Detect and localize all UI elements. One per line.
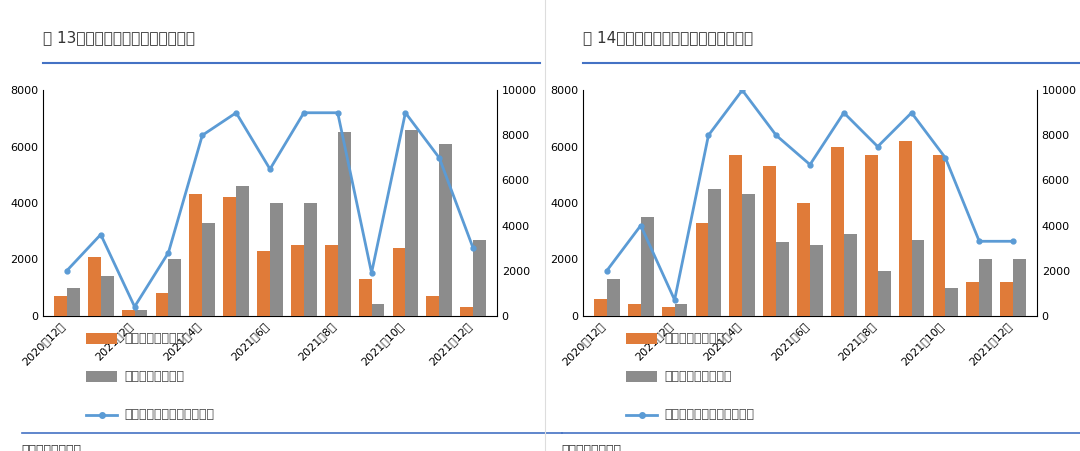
Bar (87, 257, 100, 316)
Bar (156, 293, 168, 316)
Bar (257, 251, 270, 316)
Bar (338, 133, 351, 316)
Bar (237, 186, 249, 316)
Bar (594, 299, 607, 316)
Bar (303, 203, 316, 316)
Bar (54, 296, 67, 316)
Bar (135, 310, 148, 316)
Text: 一般债券（亿元）: 一般债券（亿元） (124, 332, 185, 345)
Bar (912, 239, 924, 316)
Bar (405, 130, 418, 316)
Text: 再融资债券（亿元）: 再融资债券（亿元） (664, 370, 732, 383)
Bar (627, 304, 640, 316)
Text: 地方政府债券总额（亿元）: 地方政府债券总额（亿元） (664, 409, 754, 421)
Bar (980, 259, 993, 316)
Bar (878, 271, 891, 316)
Bar (67, 288, 80, 316)
Text: 图 13：地方政府债券发放持续发力: 图 13：地方政府债券发放持续发力 (43, 30, 195, 45)
Bar (675, 304, 688, 316)
Bar (865, 155, 878, 316)
Bar (607, 279, 620, 316)
Text: 专项债券（亿元）: 专项债券（亿元） (124, 370, 185, 383)
Bar (810, 245, 823, 316)
Bar (270, 203, 283, 316)
Bar (708, 189, 721, 316)
Bar (473, 239, 486, 316)
Bar (392, 248, 405, 316)
Bar (742, 194, 755, 316)
Bar (945, 288, 958, 316)
Bar (1013, 259, 1026, 316)
Bar (777, 243, 789, 316)
Bar (729, 155, 742, 316)
Bar (325, 245, 338, 316)
Bar (122, 310, 135, 316)
Bar (224, 198, 237, 316)
Bar (843, 234, 856, 316)
Bar (696, 223, 708, 316)
Text: 资料来源：财政部: 资料来源：财政部 (562, 444, 622, 451)
Bar (797, 203, 810, 316)
Bar (440, 144, 453, 316)
Text: 资料来源：财政部: 资料来源：财政部 (22, 444, 82, 451)
Bar (291, 245, 303, 316)
Bar (168, 259, 181, 316)
Bar (460, 307, 473, 316)
Bar (967, 282, 980, 316)
Bar (662, 307, 675, 316)
Bar (202, 223, 215, 316)
Bar (1000, 282, 1013, 316)
Bar (899, 141, 912, 316)
Bar (764, 166, 777, 316)
Bar (427, 296, 440, 316)
Bar (100, 276, 113, 316)
Text: 地方政府债券总额（亿元）: 地方政府债券总额（亿元） (124, 409, 214, 421)
Bar (640, 217, 653, 316)
Text: 图 14：新增债券和再融资债券持续发力: 图 14：新增债券和再融资债券持续发力 (583, 30, 754, 45)
Bar (831, 147, 843, 316)
Bar (359, 279, 372, 316)
Bar (372, 304, 384, 316)
Bar (932, 155, 945, 316)
Bar (189, 194, 202, 316)
Text: 新增债券（亿元）: 新增债券（亿元） (664, 332, 725, 345)
